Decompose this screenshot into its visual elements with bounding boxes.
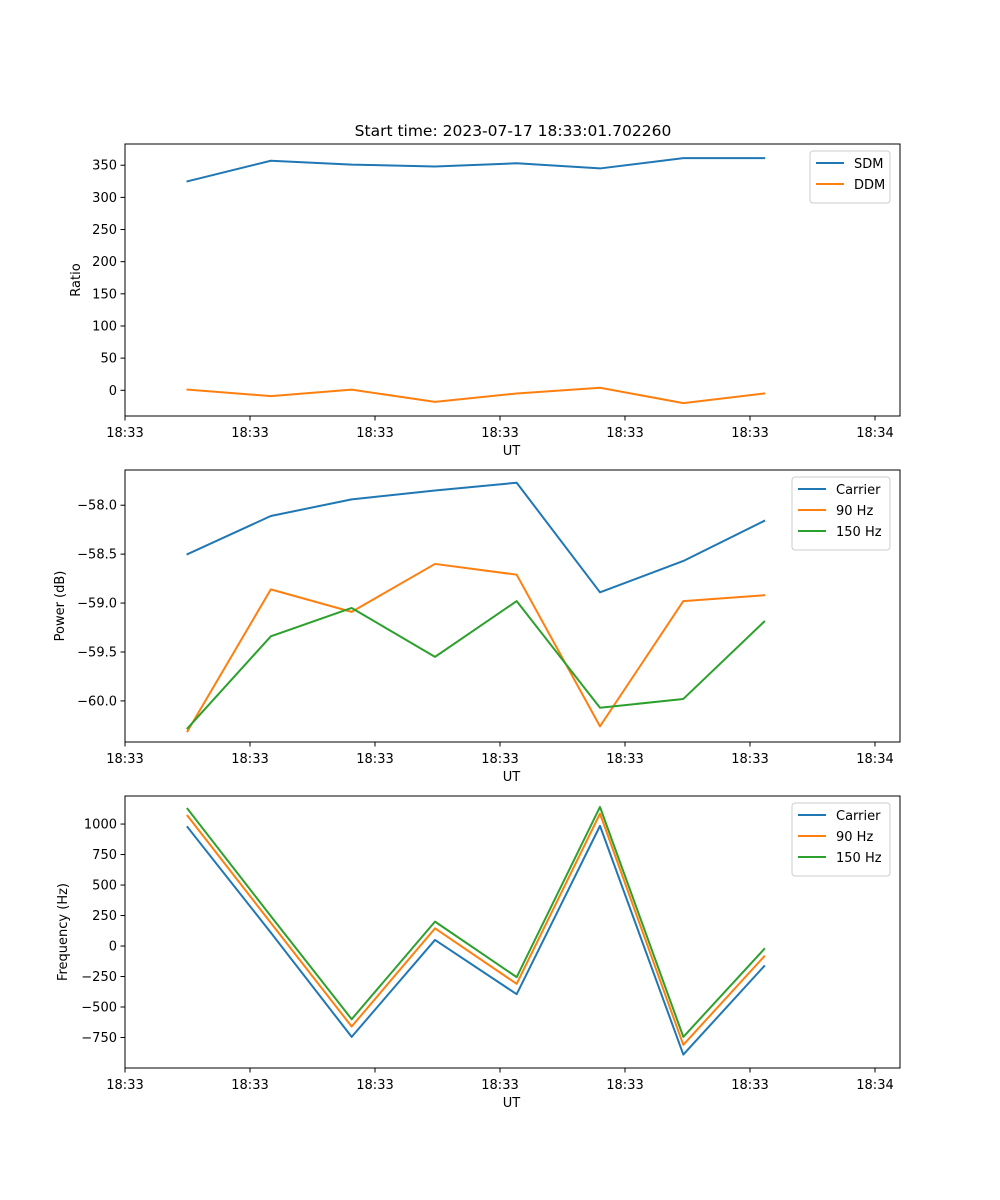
y-tick-label: −58.0 xyxy=(77,499,117,514)
y-tick-label: 300 xyxy=(92,191,117,206)
axes-frame xyxy=(124,469,901,743)
legend: Carrier 90 Hz 150 Hz xyxy=(791,802,891,877)
y-tick-label: 100 xyxy=(92,319,117,334)
chart-power: 18:33 18:33 18:33 18:33 18:33 18:33 18:34 −58.0… xyxy=(53,469,901,785)
y-tick-label: 250 xyxy=(92,909,117,924)
y-axis-label: Power (dB) xyxy=(53,571,68,642)
y-tick-label: −60.0 xyxy=(77,694,117,709)
y-tick-label: 750 xyxy=(92,848,117,863)
y-tick-label: 500 xyxy=(92,879,117,894)
y-tick-label: 350 xyxy=(92,159,117,174)
y-tick-label: −59.0 xyxy=(77,597,117,612)
legend: Carrier 90 Hz 150 Hz xyxy=(791,476,891,551)
chart-title: Start time: 2023-07-17 18:33:01.702260 xyxy=(355,122,672,140)
x-tick-label: 18:33 xyxy=(356,1078,393,1093)
legend-label: 150 Hz xyxy=(836,851,882,866)
y-tick-label: 150 xyxy=(92,287,117,302)
series-line-sdm xyxy=(186,157,766,183)
series-line-90-hz xyxy=(186,812,766,1046)
legend-label: Carrier xyxy=(836,483,881,498)
x-tick-label: 18:34 xyxy=(856,752,893,767)
x-tick-label: 18:33 xyxy=(106,1078,143,1093)
x-tick-label: 18:33 xyxy=(481,1078,518,1093)
x-tick-label: 18:34 xyxy=(856,426,893,441)
series-line-150-hz xyxy=(186,805,766,1038)
legend-label: Carrier xyxy=(836,809,881,824)
y-tick-label: 0 xyxy=(109,384,117,399)
x-tick-label: 18:33 xyxy=(731,752,768,767)
y-tick-label: −250 xyxy=(81,970,117,985)
x-tick-label: 18:33 xyxy=(356,752,393,767)
x-tick-label: 18:34 xyxy=(856,1078,893,1093)
x-tick-label: 18:33 xyxy=(231,1078,268,1093)
y-tick-label: −750 xyxy=(81,1031,117,1046)
y-tick-label: −58.5 xyxy=(77,548,117,563)
y-tick-label: 1000 xyxy=(84,818,117,833)
series-line-carrier xyxy=(186,824,766,1056)
x-tick-label: 18:33 xyxy=(481,752,518,767)
series-line-carrier xyxy=(186,481,766,594)
y-tick-label: 250 xyxy=(92,223,117,238)
x-tick-label: 18:33 xyxy=(231,426,268,441)
series-line-90-hz xyxy=(186,562,766,733)
x-tick-label: 18:33 xyxy=(606,426,643,441)
y-tick-label: −59.5 xyxy=(77,645,117,660)
x-tick-label: 18:33 xyxy=(106,426,143,441)
series-line-ddm xyxy=(186,386,766,405)
x-tick-label: 18:33 xyxy=(606,1078,643,1093)
legend-label: 90 Hz xyxy=(836,830,873,845)
legend-label: SDM xyxy=(854,157,883,172)
x-tick-label: 18:33 xyxy=(231,752,268,767)
axes-frame xyxy=(124,143,901,417)
y-tick-label: −500 xyxy=(81,1001,117,1016)
charts: 18:33 18:33 18:33 18:33 18:33 18:33 18:34 350 30… xyxy=(53,143,901,1111)
legend-label: 150 Hz xyxy=(836,525,882,540)
y-axis-label: Ratio xyxy=(69,263,84,296)
x-axis-label: UT xyxy=(503,1096,521,1111)
x-tick-label: 18:33 xyxy=(606,752,643,767)
y-tick-label: 200 xyxy=(92,255,117,270)
legend: SDM DDM xyxy=(809,150,891,204)
x-tick-label: 18:33 xyxy=(731,1078,768,1093)
x-tick-label: 18:33 xyxy=(481,426,518,441)
y-axis-label: Frequency (Hz) xyxy=(56,883,71,981)
legend-label: 90 Hz xyxy=(836,504,873,519)
x-tick-label: 18:33 xyxy=(356,426,393,441)
y-tick-label: 0 xyxy=(109,940,117,955)
series-line-150-hz xyxy=(186,600,766,730)
y-tick-label: 50 xyxy=(100,352,117,367)
legend-label: DDM xyxy=(854,178,885,193)
chart-frequency: 18:33 18:33 18:33 18:33 18:33 18:33 18:34 1000 7… xyxy=(56,795,901,1111)
x-tick-label: 18:33 xyxy=(731,426,768,441)
axes-frame xyxy=(124,795,901,1069)
chart-ratio: 18:33 18:33 18:33 18:33 18:33 18:33 18:34 350 30… xyxy=(69,143,901,459)
x-axis-label: UT xyxy=(503,770,521,785)
x-tick-label: 18:33 xyxy=(106,752,143,767)
x-axis-label: UT xyxy=(503,444,521,459)
